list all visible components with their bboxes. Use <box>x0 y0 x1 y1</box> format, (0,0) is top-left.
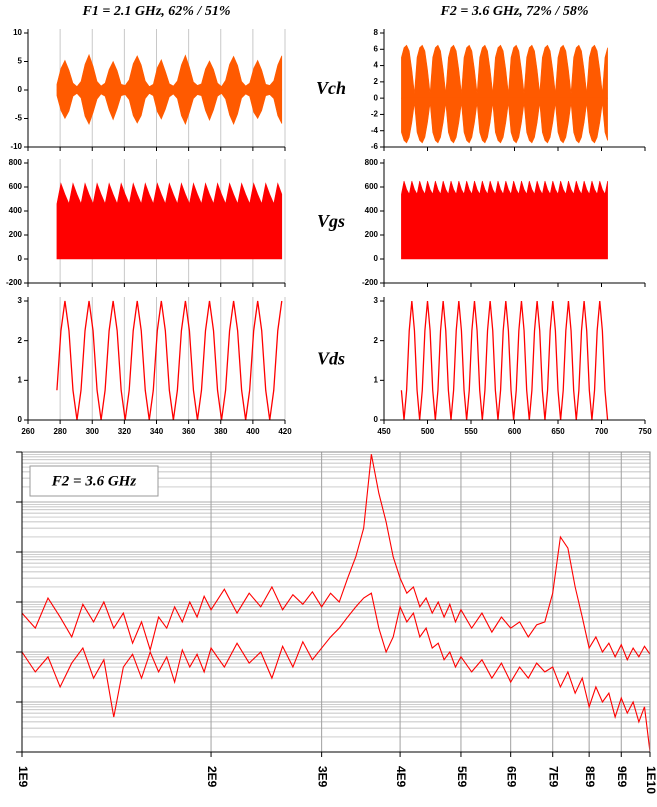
x-tick-label: 3E9 <box>315 766 329 788</box>
y-tick-label: 800 <box>9 158 23 167</box>
y-tick-label: 4 <box>374 61 379 70</box>
y-tick-label: 10 <box>13 28 22 37</box>
x-tick-label: 380 <box>214 427 228 436</box>
y-tick-label: 0 <box>374 93 379 102</box>
y-tick-label: 0 <box>18 85 23 94</box>
y-tick-label: 2 <box>374 336 379 345</box>
panel-title: F1 = 2.1 GHz, 62% / 51% <box>82 4 231 19</box>
envelope-lower <box>56 89 283 126</box>
x-tick-label: 6E9 <box>505 766 519 788</box>
area <box>56 182 283 260</box>
x-tick-label: 360 <box>182 427 196 436</box>
y-tick-label: 200 <box>365 230 379 239</box>
envelope-lower <box>401 97 608 144</box>
x-tick-label: 300 <box>86 427 100 436</box>
x-tick-label: 750 <box>638 427 652 436</box>
line <box>56 300 283 421</box>
y-tick-label: 800 <box>365 158 379 167</box>
y-tick-label: 400 <box>365 206 379 215</box>
y-tick-label: 3 <box>18 296 23 305</box>
envelope-upper <box>56 53 283 91</box>
series-line <box>21 592 651 753</box>
envelope-upper <box>401 44 608 99</box>
y-tick-label: -10 <box>10 142 22 151</box>
x-tick-label: 4E9 <box>394 766 408 788</box>
x-tick-label: 420 <box>278 427 292 436</box>
y-tick-label: -5 <box>15 114 23 123</box>
annotation: F2 = 3.6 GHz <box>51 473 137 489</box>
y-tick-label: -2 <box>371 110 379 119</box>
x-tick-label: 550 <box>464 427 478 436</box>
x-tick-label: 7E9 <box>547 766 561 788</box>
x-tick-label: 2E9 <box>205 766 219 788</box>
y-tick-label: 5 <box>18 57 23 66</box>
x-tick-label: 280 <box>53 427 67 436</box>
y-tick-label: -6 <box>371 142 379 151</box>
panel-title: F2 = 3.6 GHz, 72% / 58% <box>440 4 589 19</box>
x-tick-label: 700 <box>595 427 609 436</box>
y-tick-label: 2 <box>374 77 379 86</box>
x-tick-label: 340 <box>150 427 164 436</box>
x-tick-label: 650 <box>551 427 565 436</box>
area <box>401 180 608 260</box>
y-tick-label: 0 <box>374 415 379 424</box>
y-tick-label: 0 <box>18 254 23 263</box>
x-tick-label: 320 <box>118 427 132 436</box>
annotation-box <box>29 465 159 497</box>
y-tick-label: 6 <box>374 44 379 53</box>
series-line <box>21 454 651 662</box>
y-tick-label: -200 <box>6 278 23 287</box>
y-tick-label: 0 <box>18 415 23 424</box>
x-tick-label: 1E10 <box>644 766 657 794</box>
x-tick-label: 400 <box>246 427 260 436</box>
x-tick-label: 260 <box>21 427 35 436</box>
row-label: Vch <box>316 78 346 98</box>
row-label: Vds <box>317 349 345 369</box>
y-tick-label: -200 <box>362 278 379 287</box>
x-tick-label: 9E9 <box>615 766 629 788</box>
y-tick-label: 8 <box>374 28 379 37</box>
y-tick-label: -4 <box>371 126 379 135</box>
x-tick-label: 600 <box>508 427 522 436</box>
x-tick-label: 5E9 <box>455 766 469 788</box>
y-tick-label: 200 <box>9 230 23 239</box>
y-tick-label: 2 <box>18 336 23 345</box>
y-tick-label: 1 <box>374 375 379 384</box>
x-tick-label: 450 <box>377 427 391 436</box>
x-tick-label: 8E9 <box>583 766 597 788</box>
y-tick-label: 400 <box>9 206 23 215</box>
y-tick-label: 600 <box>9 182 23 191</box>
y-tick-label: 600 <box>365 182 379 191</box>
y-tick-label: 3 <box>374 296 379 305</box>
line <box>400 300 609 421</box>
x-tick-label: 500 <box>421 427 435 436</box>
row-label: Vgs <box>317 211 345 231</box>
x-tick-label: 1E9 <box>16 766 30 788</box>
y-tick-label: 1 <box>18 375 23 384</box>
y-tick-label: 0 <box>374 254 379 263</box>
